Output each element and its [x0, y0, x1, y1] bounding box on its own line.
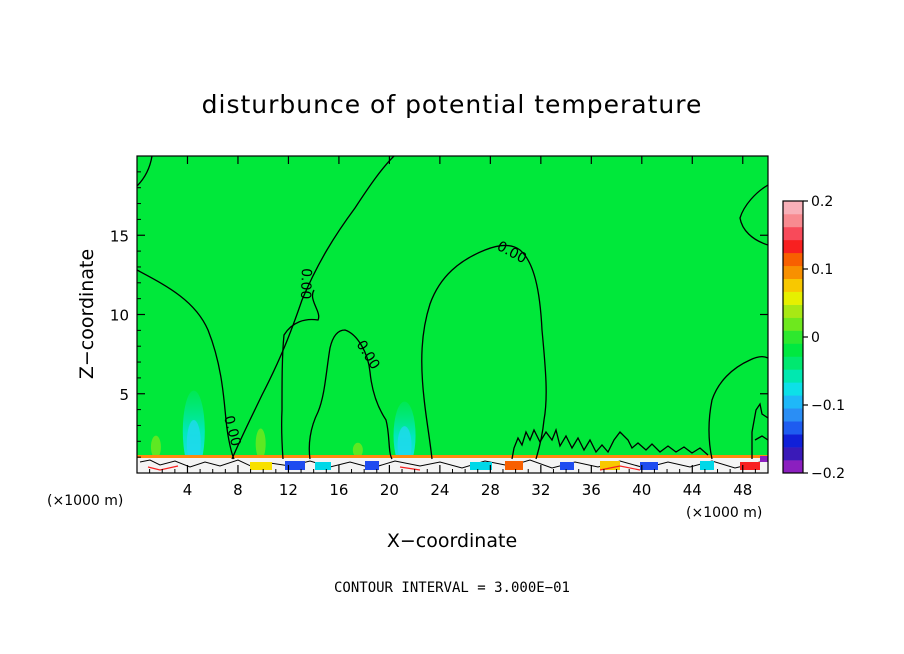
contour-plume-1: [231, 156, 395, 460]
contour-left: [137, 269, 235, 460]
x-tick-label: 12: [279, 481, 298, 499]
y-axis-label: Z−coordinate: [76, 249, 98, 379]
x-unit-left: (×1000 m): [47, 493, 123, 509]
colorbar-tick-label: 0.2: [811, 194, 833, 210]
x-tick-label: 8: [233, 481, 243, 499]
surface-layer: [137, 455, 768, 473]
x-tick-label: 48: [733, 481, 752, 499]
contour-plume-1-right: [280, 289, 320, 460]
colorbar-swatch: [783, 382, 803, 396]
x-tick-label: 36: [582, 481, 601, 499]
x-tick-label: 40: [632, 481, 651, 499]
contour-right-top: [739, 184, 768, 246]
colorbar-swatch: [783, 434, 803, 448]
colorbar-swatch: [783, 291, 803, 305]
colorbar-tick-label: −0.2: [811, 466, 845, 482]
warm-patch-2: [255, 428, 266, 460]
colorbar-swatch: [783, 213, 803, 228]
colorbar-swatch: [783, 395, 803, 409]
colorbar-swatch: [783, 421, 803, 435]
x-tick-label: 32: [531, 481, 550, 499]
zero-contours: [137, 156, 768, 460]
x-axis-label: X−coordinate: [387, 530, 517, 552]
x-tick-label: 20: [380, 481, 399, 499]
cold-column-2-core: [397, 426, 412, 465]
y-tick-label: 5: [119, 386, 129, 404]
colorbar-swatch: [783, 265, 803, 280]
colorbar-swatch: [783, 239, 803, 254]
contour-left-top: [137, 156, 153, 187]
contour-interval-text: CONTOUR INTERVAL = 3.000E−01: [334, 580, 570, 596]
colorbar-swatch: [783, 343, 803, 357]
colorbar-swatch: [783, 447, 803, 461]
colorbar-swatch: [783, 252, 803, 267]
colorbar-swatch: [783, 201, 803, 215]
colorbar-tick-label: −0.1: [811, 398, 845, 414]
contour-ragged: [511, 427, 709, 460]
colorbar-tick-label: 0.1: [811, 262, 833, 278]
colorbar-swatch: [783, 304, 803, 318]
colorbar-swatch: [783, 460, 803, 474]
contour-label-2: 0.00: [297, 268, 314, 300]
cold-column-1-core: [186, 420, 201, 466]
x-tick-label: 44: [683, 481, 702, 499]
colorbar-swatch: [783, 278, 803, 292]
contour-label-1: 0.00: [220, 414, 244, 448]
x-axis: 4 8 12 16 20 24 28 32 36 40 44 48: [149, 156, 756, 499]
colorbar-swatch: [783, 317, 803, 331]
colorbar: 0.2 0.1 0 −0.1 −0.2: [782, 194, 845, 482]
x-tick-label: 4: [183, 481, 193, 499]
y-tick-label: 15: [110, 227, 129, 245]
x-tick-label: 16: [329, 481, 348, 499]
y-axis: 5 10 15: [110, 171, 768, 458]
chart-title: disturbunce of potential temperature: [202, 90, 703, 119]
colorbar-swatch: [783, 330, 803, 344]
field-background: [137, 156, 768, 473]
colorbar-swatch: [783, 356, 803, 370]
colorbar-tick-label: 0: [811, 330, 820, 346]
x-tick-label: 28: [481, 481, 500, 499]
colorbar-swatch: [783, 226, 803, 241]
contour-ragged-right: [751, 402, 768, 459]
x-tick-label: 24: [430, 481, 449, 499]
contour-plume-2: [308, 329, 393, 460]
x-unit-right: (×1000 m): [686, 505, 762, 521]
colorbar-swatch: [783, 408, 803, 422]
plot-area: 0.00 0.00 0.00 0.00: [136, 155, 769, 474]
feature-layer: [150, 390, 416, 472]
colorbar-swatch: [783, 369, 803, 383]
contour-right-dome: [708, 356, 768, 460]
contour-dome: [421, 244, 547, 460]
warm-patch-1: [150, 435, 161, 459]
y-tick-label: 10: [110, 307, 129, 325]
warm-patch-3: [352, 442, 363, 458]
